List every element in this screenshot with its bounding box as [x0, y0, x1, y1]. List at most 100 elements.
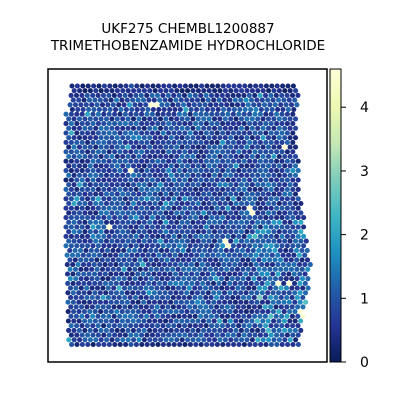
spot — [119, 280, 125, 286]
spot — [149, 294, 155, 301]
spot — [174, 163, 180, 169]
spot — [281, 318, 287, 324]
spot — [71, 182, 77, 188]
spot — [281, 290, 287, 296]
spot — [91, 262, 97, 268]
spot — [193, 196, 199, 202]
spot — [244, 337, 250, 343]
spot — [279, 313, 285, 319]
spot — [222, 125, 228, 131]
spot — [101, 149, 107, 155]
spot — [79, 215, 85, 221]
spot — [130, 135, 137, 141]
spot — [93, 200, 99, 207]
spot — [244, 116, 250, 122]
spot — [144, 224, 150, 230]
spot — [225, 205, 231, 211]
spot — [74, 224, 80, 230]
spot — [203, 196, 209, 202]
spot — [110, 102, 116, 108]
spot — [90, 215, 96, 221]
spot — [302, 280, 308, 286]
spot — [186, 276, 192, 282]
spot — [236, 205, 242, 211]
spot — [166, 168, 172, 174]
spot — [265, 191, 272, 197]
spot — [63, 158, 69, 164]
spot — [193, 224, 199, 230]
spot — [292, 182, 299, 188]
spot — [265, 116, 272, 122]
spot — [257, 196, 263, 202]
spot — [109, 135, 115, 141]
spot — [63, 121, 69, 127]
spot — [190, 219, 196, 225]
spot — [152, 191, 158, 197]
spot — [191, 276, 198, 282]
spot — [174, 327, 180, 333]
spot — [179, 337, 185, 343]
spot — [150, 106, 156, 113]
spot — [238, 144, 245, 150]
spot — [282, 182, 288, 188]
spot — [241, 341, 247, 348]
spot — [288, 102, 295, 108]
spot — [274, 139, 280, 145]
spot — [133, 313, 139, 319]
spot — [226, 271, 233, 277]
spot — [276, 219, 282, 225]
spot — [66, 229, 72, 235]
spot — [95, 168, 101, 174]
spot — [264, 271, 270, 277]
spot — [241, 130, 247, 136]
spot — [292, 163, 299, 169]
spot — [271, 135, 277, 141]
spot — [290, 205, 296, 211]
spot — [130, 309, 136, 315]
spot — [233, 327, 239, 333]
spot — [268, 186, 274, 192]
spot — [182, 177, 188, 183]
spot — [212, 88, 218, 94]
spot — [200, 318, 206, 324]
spot — [304, 257, 311, 263]
spot — [214, 323, 220, 329]
spot — [222, 88, 228, 94]
spot — [95, 243, 101, 249]
spot — [174, 337, 180, 343]
spot — [63, 139, 69, 145]
spot — [169, 257, 176, 263]
spot — [203, 224, 209, 230]
spot-layer — [63, 83, 313, 348]
spot — [220, 233, 226, 239]
spot — [210, 106, 216, 113]
spot — [73, 294, 79, 301]
spot — [134, 83, 140, 89]
spot — [268, 177, 274, 183]
spot — [128, 83, 134, 89]
spot — [257, 158, 263, 164]
spot — [76, 219, 83, 225]
spot — [93, 337, 99, 343]
spot — [211, 135, 218, 141]
spot — [71, 219, 77, 225]
spot — [77, 88, 83, 94]
spot — [115, 247, 121, 254]
spot — [75, 280, 82, 286]
spot — [144, 233, 150, 239]
spot — [71, 135, 77, 141]
spot — [225, 323, 231, 329]
spot — [219, 313, 225, 319]
spot — [176, 158, 182, 164]
spot — [117, 215, 123, 221]
spot — [214, 92, 220, 98]
spot — [79, 304, 85, 310]
spot — [68, 224, 74, 230]
spot — [287, 318, 293, 324]
spot — [193, 177, 199, 183]
spot — [87, 337, 93, 343]
spot — [201, 163, 207, 169]
spot — [225, 186, 231, 192]
spot — [139, 149, 145, 155]
spot — [83, 257, 89, 263]
